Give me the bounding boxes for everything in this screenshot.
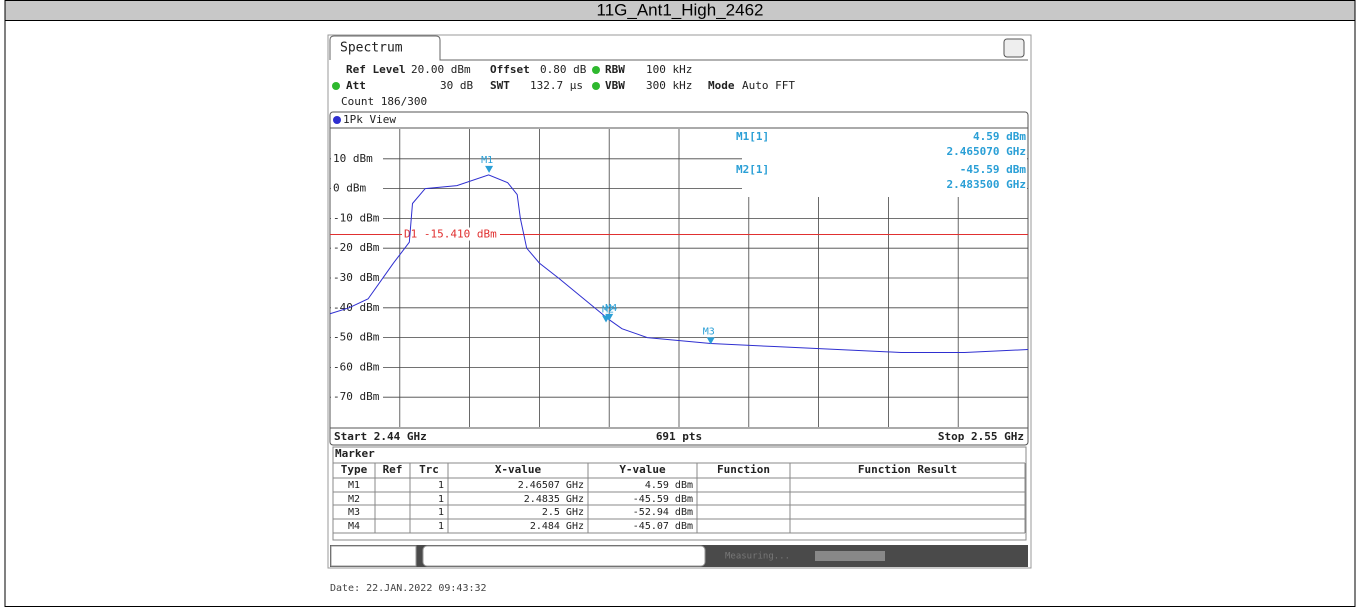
readout-y: 4.59 dBm	[973, 130, 1026, 143]
y-tick-label: 10 dBm	[333, 152, 373, 165]
tick-label-bg	[331, 330, 383, 345]
table-cell: 1	[438, 480, 444, 491]
table-cell: 4.59 dBm	[645, 480, 693, 491]
setting-count: Count 186/300	[341, 95, 427, 108]
table-header: Y-value	[619, 463, 666, 476]
tick-label-bg	[331, 360, 383, 375]
setting-value: 300 kHz	[646, 79, 692, 92]
tick-label-bg	[331, 151, 383, 166]
setting-value: 132.7 µs	[530, 79, 583, 92]
table-cell: M1	[348, 480, 360, 491]
status-dot	[592, 82, 600, 90]
marker-label: M1	[481, 155, 493, 166]
marker-label: M3	[703, 326, 715, 337]
footer-date: Date: 22.JAN.2022 09:43:32	[330, 583, 487, 594]
setting-label: Ref Level	[346, 63, 406, 76]
display-line-label-bg	[402, 227, 500, 241]
readout-x: 2.483500 GHz	[947, 178, 1026, 191]
table-header: Ref	[383, 463, 403, 476]
readout-name: M2[1]	[736, 163, 769, 176]
setting-value: 0.80 dB	[540, 63, 587, 76]
y-tick-label: -30 dBm	[333, 271, 380, 284]
readout-bg	[742, 129, 1027, 197]
table-cell: 2.4835 GHz	[524, 494, 584, 505]
setting-label: Att	[346, 79, 366, 92]
marker	[706, 337, 715, 345]
setting-value: 100 kHz	[646, 63, 692, 76]
setting-label: Mode	[708, 79, 735, 92]
status-field	[422, 545, 706, 567]
readout-x: 2.465070 GHz	[947, 145, 1026, 158]
marker-table: Type Ref Trc X-value Y-value Function Function…	[332, 462, 1026, 534]
status-dot	[592, 66, 600, 74]
tick-label-bg	[331, 300, 383, 315]
y-tick-label: -20 dBm	[333, 241, 380, 254]
table-cell: 1	[438, 521, 444, 532]
tab[interactable]: Spectrum	[340, 41, 403, 56]
setting-value: Auto FFT	[742, 79, 795, 92]
table-header: X-value	[495, 463, 542, 476]
trace-dot	[333, 116, 341, 124]
menu-icon[interactable]	[1003, 38, 1025, 58]
y-tick-label: -10 dBm	[333, 211, 380, 224]
setting-label: RBW	[605, 63, 625, 76]
display-line-label: D1 -15.410 dBm	[404, 228, 497, 241]
table-cell: M3	[348, 507, 360, 518]
status-text: Measuring...	[725, 552, 790, 562]
view-label: 1Pk View	[343, 113, 396, 126]
table-header: Type	[341, 463, 368, 476]
tab-outline	[329, 35, 1028, 61]
marker-label: M4	[605, 303, 617, 314]
table-cell: 2.46507 GHz	[518, 480, 584, 491]
y-tick-label: -70 dBm	[333, 390, 380, 403]
points-label: 691 pts	[656, 430, 702, 443]
readout-name: M1[1]	[736, 130, 769, 143]
y-tick-label: -50 dBm	[333, 331, 380, 344]
status-dot	[332, 82, 340, 90]
setting-label: VBW	[605, 79, 625, 92]
tick-label-bg	[331, 390, 383, 405]
status-field	[330, 545, 417, 567]
table-cell: 1	[438, 507, 444, 518]
title-bar	[4, 0, 1356, 21]
y-tick-label: -40 dBm	[333, 301, 380, 314]
table-cell: M2	[348, 494, 360, 505]
tick-label-bg	[331, 211, 383, 226]
trace	[329, 174, 1029, 353]
marker-label: M2	[602, 304, 614, 315]
table-header: Function	[717, 463, 770, 476]
start-label: Start 2.44 GHz	[334, 430, 427, 443]
table-cell: -45.07 dBm	[633, 521, 693, 532]
stop-label: Stop 2.55 GHz	[938, 430, 1024, 443]
tick-label-bg	[331, 241, 383, 256]
setting-label: Offset	[490, 63, 530, 76]
tick-label-bg	[331, 271, 383, 285]
y-tick-label: 0 dBm	[333, 182, 366, 195]
progress-bar	[815, 551, 885, 561]
tick-label-bg	[331, 181, 383, 196]
setting-label: SWT	[490, 79, 510, 92]
setting-value: 20.00 dBm	[411, 63, 471, 76]
table-cell: M4	[348, 521, 360, 532]
y-tick-label: -60 dBm	[333, 360, 380, 373]
readout-y: -45.59 dBm	[960, 163, 1027, 176]
table-cell: -45.59 dBm	[633, 494, 693, 505]
table-cell: 1	[438, 494, 444, 505]
title: 11G_Ant1_High_2462	[597, 0, 764, 19]
setting-value: 30 dB	[440, 79, 473, 92]
table-cell: 2.5 GHz	[542, 507, 584, 518]
table-header: Function Result	[858, 463, 957, 476]
table-cell: 2.484 GHz	[530, 521, 584, 532]
marker	[485, 165, 494, 173]
table-header: Trc	[419, 463, 439, 476]
marker-panel-title: Marker	[335, 447, 375, 460]
table-cell: -52.94 dBm	[633, 507, 693, 518]
plot: 10 dBm 0 dBm -10 dBm -20 dBm -30 dBm -40 dBm -…	[329, 129, 1029, 443]
settings: Ref Level 20.00 dBm Offset 0.80 dB RBW 1…	[332, 63, 795, 108]
marker	[605, 313, 614, 321]
